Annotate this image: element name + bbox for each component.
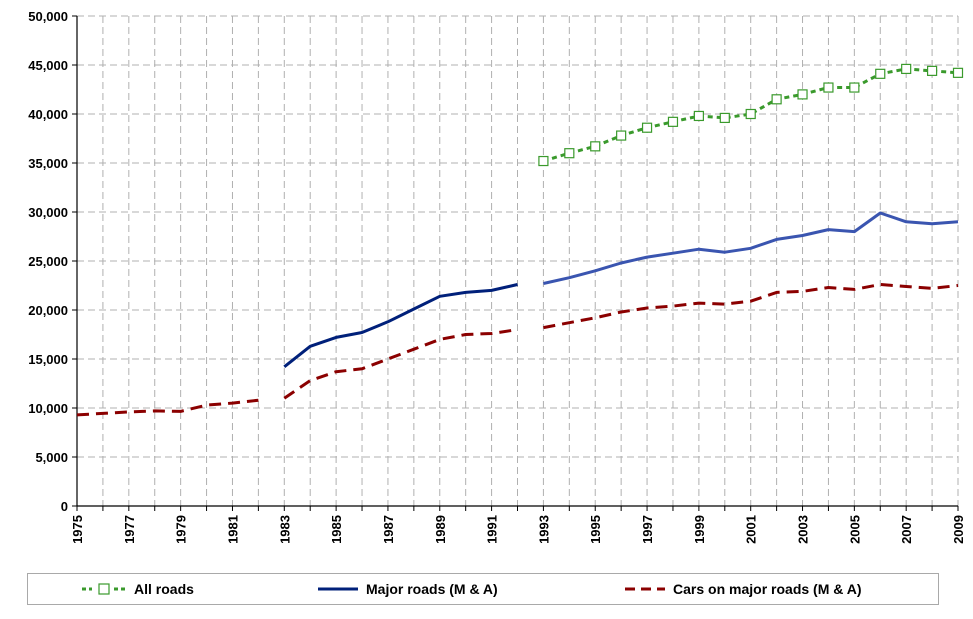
legend: All roads Major roads (M & A) Cars on ma… bbox=[27, 573, 939, 605]
data-point-all-roads bbox=[564, 148, 575, 159]
y-tick-label: 5,000 bbox=[35, 450, 68, 465]
data-point-all-roads bbox=[875, 68, 886, 79]
y-tick-label: 10,000 bbox=[28, 401, 68, 416]
legend-swatch-cars-major-roads bbox=[625, 587, 665, 591]
legend-item-cars-major-roads: Cars on major roads (M & A) bbox=[623, 574, 862, 604]
x-tick-label: 1993 bbox=[536, 515, 551, 544]
data-point-all-roads bbox=[719, 112, 730, 124]
x-tick-label: 1991 bbox=[485, 515, 500, 544]
series-line-major-roads-m-a bbox=[543, 211, 959, 285]
data-point-all-roads bbox=[952, 67, 964, 78]
legend-swatch-all-roads bbox=[82, 583, 126, 595]
series-line-all-roads bbox=[542, 67, 959, 163]
series bbox=[76, 63, 964, 417]
data-point-all-roads bbox=[745, 108, 756, 120]
data-point-all-roads bbox=[616, 130, 627, 141]
data-point-all-roads bbox=[538, 155, 549, 167]
axes: 0 5,000 10,000 15,000 20,000 25,000 30,000 35,0… bbox=[28, 9, 966, 544]
legend-label-all-roads: All roads bbox=[134, 581, 194, 597]
x-tick-label: 1995 bbox=[588, 515, 603, 544]
y-tick-label: 45,000 bbox=[28, 58, 68, 73]
legend-item-major-roads: Major roads (M & A) bbox=[316, 574, 498, 604]
series-line-cars-on-major-roads-m-a bbox=[76, 398, 259, 417]
series-line-cars-on-major-roads-m-a bbox=[543, 283, 959, 330]
x-tick-label: 1981 bbox=[225, 515, 240, 544]
data-point-all-roads bbox=[901, 63, 912, 75]
x-tick-label: 1975 bbox=[70, 515, 85, 544]
x-tick-label: 1977 bbox=[122, 515, 137, 544]
x-tick-label: 2003 bbox=[796, 515, 811, 544]
data-point-all-roads bbox=[926, 65, 938, 76]
y-tick-label: 15,000 bbox=[28, 352, 68, 367]
x-tick-label: 2001 bbox=[744, 515, 759, 544]
y-tick-label: 50,000 bbox=[28, 9, 68, 24]
x-tick-label: 1983 bbox=[277, 515, 292, 544]
x-tick-label: 1985 bbox=[329, 515, 344, 544]
y-tick-label: 40,000 bbox=[28, 107, 68, 122]
legend-label-major-roads: Major roads (M & A) bbox=[366, 581, 498, 597]
data-point-all-roads bbox=[590, 141, 601, 152]
x-tick-label: 1987 bbox=[381, 515, 396, 544]
data-point-all-roads bbox=[667, 116, 679, 127]
series-line-major-roads-m-a bbox=[283, 283, 518, 368]
data-point-all-roads bbox=[849, 82, 860, 93]
grid bbox=[77, 15, 959, 506]
x-tick-label: 2005 bbox=[847, 515, 862, 544]
series-line-cars-on-major-roads-m-a bbox=[283, 328, 518, 400]
data-point-all-roads bbox=[641, 122, 653, 133]
data-point-all-roads bbox=[693, 110, 704, 122]
x-tick-label: 1989 bbox=[433, 515, 448, 544]
data-point-all-roads bbox=[771, 94, 782, 105]
x-tick-label: 1979 bbox=[174, 515, 189, 544]
y-tick-label: 35,000 bbox=[28, 156, 68, 171]
legend-item-all-roads: All roads bbox=[80, 574, 194, 604]
data-point-all-roads bbox=[797, 89, 808, 100]
x-tick-label: 2009 bbox=[951, 515, 966, 544]
legend-swatch-major-roads bbox=[318, 587, 358, 591]
x-tick-label: 2007 bbox=[899, 515, 914, 544]
y-tick-label: 0 bbox=[61, 499, 68, 514]
data-point-all-roads bbox=[823, 82, 834, 93]
legend-label-cars-major-roads: Cars on major roads (M & A) bbox=[673, 581, 862, 597]
x-tick-label: 1997 bbox=[640, 515, 655, 544]
y-tick-label: 20,000 bbox=[28, 303, 68, 318]
y-tick-label: 25,000 bbox=[28, 254, 68, 269]
x-tick-label: 1999 bbox=[692, 515, 707, 544]
y-tick-label: 30,000 bbox=[28, 205, 68, 220]
